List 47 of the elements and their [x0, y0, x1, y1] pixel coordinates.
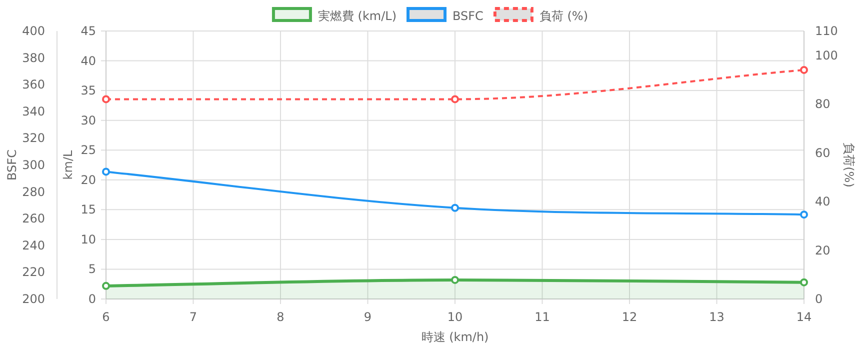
y2-tick-label: 360 [22, 78, 45, 92]
legend-label: 実燃費 (km/L) [318, 9, 397, 23]
x-tick-label: 7 [189, 310, 198, 324]
y2-axis-title: BSFC [5, 150, 19, 180]
point [451, 204, 459, 212]
point [102, 168, 110, 176]
legend-label: BSFC [452, 9, 484, 23]
y3-tick-label: 0 [815, 292, 823, 306]
y3-tick-label: 80 [815, 97, 830, 112]
x-tick-label: 12 [622, 310, 638, 324]
y3-tick-label: 20 [815, 243, 830, 258]
y-tick-label: 35 [80, 84, 96, 98]
x-tick-label: 13 [709, 310, 724, 324]
y3-tick-label: 110 [815, 24, 838, 38]
y-axis-title: km/L [61, 150, 75, 180]
y-tick-label: 45 [80, 24, 96, 38]
y2-tick-label: 380 [22, 50, 45, 65]
y-tick-label: 0 [88, 292, 96, 306]
y3-axis-title: 負荷(%) [842, 142, 856, 188]
y-tick-label: 10 [80, 232, 96, 246]
x-tick-label: 10 [447, 310, 463, 324]
y2-tick-label: 320 [22, 131, 45, 146]
y3-tick-label: 60 [815, 146, 830, 160]
y3-tick-label: 100 [815, 48, 838, 62]
x-axis-title: 時速 (km/h) [421, 330, 489, 344]
y2-tick-label: 260 [22, 212, 45, 226]
y2-tick-label: 280 [22, 184, 45, 199]
y2-tick-label: 200 [22, 292, 45, 306]
x-tick-label: 9 [364, 310, 372, 324]
x-tick-label: 14 [796, 310, 812, 324]
y2-tick-label: 240 [22, 238, 45, 252]
y-tick-label: 30 [80, 113, 96, 128]
y2-tick-label: 300 [22, 158, 45, 172]
y2-tick-label: 400 [22, 24, 45, 38]
y2-tick-label: 220 [22, 265, 45, 280]
y-tick-label: 5 [88, 262, 96, 276]
y-tick-label: 20 [80, 172, 96, 187]
legend-label: 負荷 (%) [539, 9, 588, 23]
point [800, 210, 808, 219]
y-tick-label: 25 [80, 143, 96, 158]
x-tick-label: 6 [102, 310, 110, 324]
x-tick-label: 11 [534, 310, 550, 324]
y3-tick-label: 40 [815, 194, 830, 209]
y-tick-label: 40 [80, 54, 96, 68]
y2-tick-label: 340 [22, 104, 45, 118]
x-tick-label: 8 [276, 310, 284, 324]
y-tick-label: 15 [80, 202, 96, 217]
